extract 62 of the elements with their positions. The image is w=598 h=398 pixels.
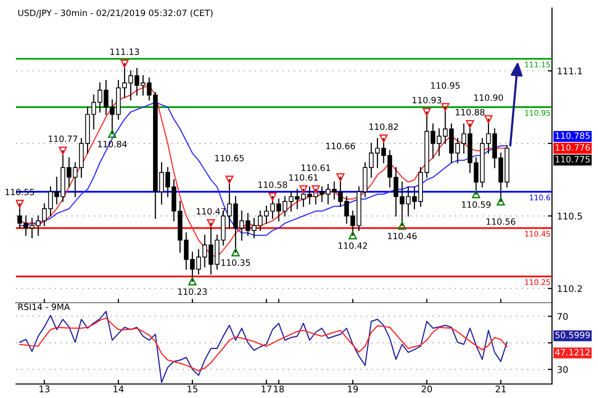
point [348,231,357,240]
data-label: 110.59 [462,201,491,208]
text: 50.5999 [555,332,590,338]
point [225,176,234,184]
data-label: 110.56 [486,218,516,225]
point [422,108,431,116]
x-tick-label: 18 [274,386,284,392]
point [312,185,320,194]
point [188,277,197,286]
point [16,200,24,208]
x-tick-label: 19 [348,386,358,392]
point [120,60,129,68]
data-label: 110.95 [431,82,460,89]
text: 47.1212 [555,348,590,356]
text: 110.775 [556,156,590,163]
text: 110.776 [556,144,590,151]
data-label: 110.65 [215,154,244,162]
data-label: 110.90 [474,94,503,101]
data-label: 111.13 [110,48,139,55]
data-label: 110.46 [388,232,417,240]
point [108,130,116,138]
point [206,219,216,228]
point [398,222,406,230]
y-tick-label: 110.5 [558,212,582,220]
x-tick-label: 20 [422,386,432,392]
y-tick-label: 111.1 [558,68,582,74]
data-label: 110.47 [196,208,226,215]
data-label: 110.82 [369,123,398,130]
x-tick-label: 14 [114,386,124,392]
data-label: 110.93 [412,96,442,104]
point [268,192,277,201]
chart-title: USD/JPY - 30min - 02/21/2019 05:32:07 (CET) [18,9,213,18]
point [380,134,388,143]
line-series [19,318,508,372]
x-tick-label: 21 [496,386,506,392]
point [58,146,67,155]
y-tick-label: 30 [558,366,568,373]
x-tick-label: 17 [262,386,272,392]
x-tick-label: 13 [40,386,50,392]
line-series [19,310,508,383]
chart-title: RSI14 - 9MA [18,304,70,310]
data-label: 110.61 [302,164,330,172]
text: 110.785 [556,132,590,139]
point [336,173,345,182]
point [466,120,474,128]
data-label: 110.61 [289,174,318,181]
point [484,115,493,124]
point [441,103,450,112]
data-label: 110.77 [48,136,78,142]
data-label: 110.42 [338,242,367,249]
y-tick-label: 70 [558,313,568,320]
y-tick-label: 110.2 [558,285,582,292]
point [496,197,505,206]
data-label: 110.35 [221,259,250,266]
data-label: 110.58 [258,181,288,188]
data-label: 110.23 [178,288,207,295]
x-tick-label: 15 [188,386,198,392]
data-label: 110.88 [456,108,484,116]
point [231,248,240,256]
point [299,185,308,194]
data-label: 110.66 [326,142,355,150]
point [472,190,480,198]
